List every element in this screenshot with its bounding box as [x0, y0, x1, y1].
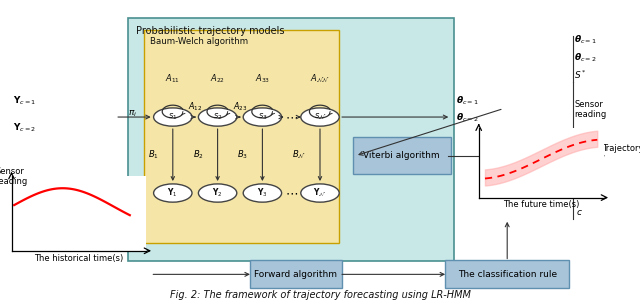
Text: $A_{11}$: $A_{11}$	[165, 73, 180, 85]
Text: $\mathbf{Y}_2$: $\mathbf{Y}_2$	[212, 187, 223, 199]
Text: The classification rule: The classification rule	[458, 270, 557, 279]
Text: Sensor
reading: Sensor reading	[0, 167, 28, 186]
Circle shape	[243, 108, 282, 126]
Text: Viterbi algorithm: Viterbi algorithm	[364, 151, 440, 160]
Circle shape	[301, 184, 339, 202]
Text: $A_{22}$: $A_{22}$	[210, 73, 225, 85]
Text: $c$: $c$	[576, 208, 583, 217]
Text: $\mathbf{Y}_1$: $\mathbf{Y}_1$	[168, 187, 178, 199]
Circle shape	[198, 184, 237, 202]
Circle shape	[243, 184, 282, 202]
Text: $\mathbf{Y}_3$: $\mathbf{Y}_3$	[257, 187, 268, 199]
Text: Sensor
reading: Sensor reading	[574, 100, 606, 119]
Text: $A_{33}$: $A_{33}$	[255, 73, 270, 85]
Text: $A_{\mathcal{N}\mathcal{N}}$: $A_{\mathcal{N}\mathcal{N}}$	[310, 73, 330, 85]
Text: $\pi_i$: $\pi_i$	[129, 109, 138, 119]
X-axis label: The future time(s): The future time(s)	[503, 200, 579, 209]
Text: $s_{\mathcal{N}}$: $s_{\mathcal{N}}$	[314, 112, 326, 122]
Text: $s_1$: $s_1$	[168, 112, 177, 122]
Text: $s_2$: $s_2$	[213, 112, 222, 122]
Text: $\mathbf{Y}_{c=2}$: $\mathbf{Y}_{c=2}$	[13, 121, 36, 134]
Text: $\boldsymbol{\theta}_{c=2}$: $\boldsymbol{\theta}_{c=2}$	[574, 51, 597, 64]
Text: $S^*$: $S^*$	[574, 68, 587, 81]
Text: $\mathbf{Y}_{c=1}$: $\mathbf{Y}_{c=1}$	[13, 95, 36, 108]
Text: $s_3$: $s_3$	[257, 112, 268, 122]
FancyBboxPatch shape	[128, 18, 454, 261]
Text: Baum-Welch algorithm: Baum-Welch algorithm	[150, 37, 248, 46]
Text: $\cdots$: $\cdots$	[285, 110, 298, 123]
Text: Forward algorithm: Forward algorithm	[255, 270, 337, 279]
FancyBboxPatch shape	[445, 260, 569, 288]
Circle shape	[154, 184, 192, 202]
Text: $B_1$: $B_1$	[148, 149, 159, 161]
Text: $B_2$: $B_2$	[193, 149, 204, 161]
Text: $\cdots$: $\cdots$	[285, 186, 298, 199]
Text: Trajectory forecasting: Trajectory forecasting	[602, 144, 640, 153]
Circle shape	[198, 108, 237, 126]
Text: Fig. 2: The framework of trajectory forecasting using LR-HMM: Fig. 2: The framework of trajectory fore…	[170, 290, 470, 300]
Text: $A_{12}$: $A_{12}$	[188, 101, 202, 113]
Text: $B_{\mathcal{N}}$: $B_{\mathcal{N}}$	[292, 149, 306, 161]
Text: $\boldsymbol{\theta}_{c=1}$: $\boldsymbol{\theta}_{c=1}$	[456, 94, 479, 107]
Text: $\boldsymbol{\theta}_{c=1}$: $\boldsymbol{\theta}_{c=1}$	[574, 33, 597, 46]
FancyBboxPatch shape	[144, 30, 339, 243]
Text: $A_{23}$: $A_{23}$	[233, 101, 247, 113]
Circle shape	[154, 108, 192, 126]
Circle shape	[301, 108, 339, 126]
FancyBboxPatch shape	[353, 137, 451, 174]
Text: Probabilistic trajectory models: Probabilistic trajectory models	[136, 26, 284, 36]
FancyBboxPatch shape	[250, 260, 342, 288]
Text: $B_3$: $B_3$	[237, 149, 248, 161]
X-axis label: The historical time(s): The historical time(s)	[34, 254, 124, 263]
Text: $\boldsymbol{\theta}_{c=2}$: $\boldsymbol{\theta}_{c=2}$	[456, 111, 479, 124]
Text: $\mathbf{Y}_{\mathcal{N}}$: $\mathbf{Y}_{\mathcal{N}}$	[313, 187, 327, 199]
